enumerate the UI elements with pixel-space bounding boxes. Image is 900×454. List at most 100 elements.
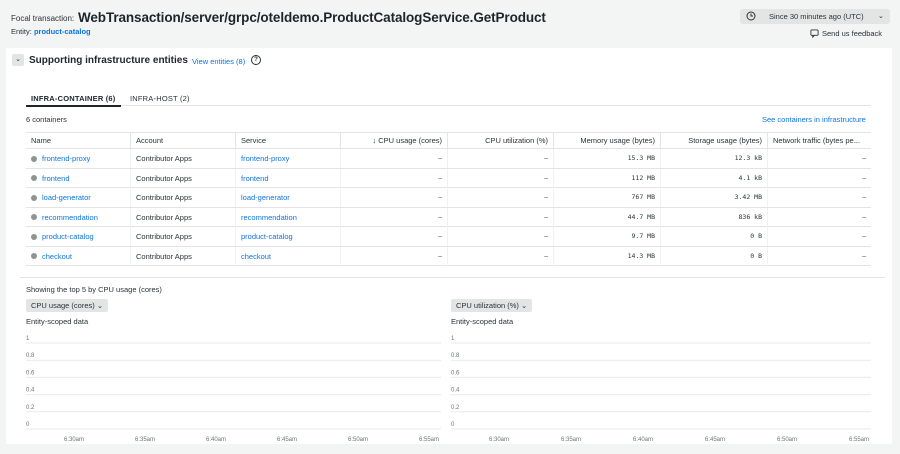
cell-service[interactable]: recommendation — [236, 207, 341, 227]
cell-value: Contributor Apps — [136, 154, 192, 163]
collapse-toggle[interactable]: ⌄ — [12, 54, 24, 66]
column-header-memory-usage[interactable]: Memory usage (bytes) — [554, 133, 661, 150]
cell-name[interactable]: frontend — [26, 168, 131, 188]
cell-cpu-usage: – — [341, 188, 448, 207]
cell-value: – — [862, 232, 866, 240]
help-icon[interactable]: ? — [251, 55, 261, 65]
table-row: frontend-proxy Contributor Apps frontend-p… — [26, 149, 871, 169]
cell-memory-usage: 767 MB — [554, 188, 661, 207]
cell-value: frontend-proxy — [42, 154, 91, 163]
y-tick-label: 0.2 — [451, 405, 460, 411]
focal-transaction-title: WebTransaction/server/grpc/oteldemo.Prod… — [78, 10, 546, 25]
cell-cpu-usage: – — [341, 246, 448, 266]
cell-value: – — [862, 173, 866, 182]
cell-value: – — [544, 173, 548, 182]
x-tick-label: 6:50am — [777, 437, 797, 443]
cell-name[interactable]: load-generator — [26, 188, 131, 207]
tab-infra-host[interactable]: INFRA-HOST (2) — [130, 94, 190, 103]
cell-value: load-generator — [241, 193, 290, 202]
see-containers-link[interactable]: See containers in infrastructure — [762, 115, 866, 124]
table-row: checkout Contributor Apps checkout – – 14.3 M… — [26, 246, 871, 266]
page-header: Focal transaction: WebTransaction/server… — [0, 0, 900, 46]
x-tick-label: 6:50am — [348, 437, 368, 443]
column-header-cpu-usage[interactable]: ↓ CPU usage (cores) — [341, 133, 448, 150]
cell-value: Contributor Apps — [136, 212, 192, 222]
metric-select-cpu-usage[interactable]: CPU usage (cores) ⌄ — [26, 299, 109, 312]
chart-cpu-utilization: CPU utilization (%) ⌄ Entity-scoped data… — [451, 299, 871, 449]
cell-value: checkout — [42, 251, 73, 261]
chart-scope-label: Entity-scoped data — [26, 317, 89, 326]
cell-memory-usage: 44.7 MB — [554, 207, 661, 227]
cell-value: – — [438, 232, 442, 240]
cell-value: frontend — [42, 173, 70, 183]
cell-account: Contributor Apps — [131, 246, 236, 266]
clock-icon — [746, 11, 756, 21]
view-entities-link[interactable]: View entities (8) — [192, 57, 246, 66]
cell-value: – — [544, 232, 548, 240]
cell-service[interactable]: frontend — [236, 168, 341, 188]
cell-name[interactable]: product-catalog — [26, 227, 131, 246]
time-range-label: Since 30 minutes ago (UTC) — [769, 12, 864, 21]
send-feedback-button[interactable]: Send us feedback — [810, 29, 882, 38]
column-header-account[interactable]: Account — [131, 133, 236, 150]
chart-scope-label: Entity-scoped data — [451, 317, 514, 326]
y-tick-label: 0.8 — [26, 353, 35, 359]
cell-storage-usage: 4.1 kB — [661, 168, 768, 188]
cell-name[interactable]: checkout — [26, 246, 131, 266]
cell-value: – — [862, 193, 866, 201]
column-header-name[interactable]: Name — [26, 133, 131, 150]
section-title: Supporting infrastructure entities — [29, 55, 188, 66]
cell-name[interactable]: recommendation — [26, 207, 131, 227]
table-row: recommendation Contributor Apps recommenda… — [26, 207, 871, 227]
cell-value: – — [438, 251, 442, 260]
cell-value: 0 B — [750, 251, 762, 260]
column-header-service[interactable]: Service — [236, 133, 341, 150]
cell-network-traffic: – — [768, 188, 871, 207]
status-dot-icon — [31, 253, 37, 259]
cell-network-traffic: – — [768, 227, 871, 246]
cell-service[interactable]: frontend-proxy — [236, 149, 341, 168]
cell-value: 112 MB — [631, 173, 655, 182]
cell-value: Contributor Apps — [136, 173, 192, 183]
cell-value: – — [438, 193, 442, 201]
chevron-down-icon: ⌄ — [15, 56, 21, 63]
x-tick-label: 6:55am — [849, 437, 869, 443]
x-tick-label: 6:30am — [489, 437, 509, 443]
cell-value: recommendation — [42, 212, 98, 222]
cell-value: checkout — [241, 251, 272, 261]
table-body: frontend-proxy Contributor Apps frontend-p… — [26, 149, 871, 266]
entity-link[interactable]: product-catalog — [33, 27, 91, 36]
cell-value: 836 kB — [738, 212, 762, 221]
cell-service[interactable]: checkout — [236, 246, 341, 266]
cell-service[interactable]: load-generator — [236, 188, 341, 207]
cell-value: product-catalog — [241, 232, 293, 241]
column-header-network-traffic[interactable]: Network traffic (bytes pe... — [773, 136, 860, 145]
cell-cpu-utilization: – — [448, 149, 554, 168]
y-tick-label: 0.6 — [451, 370, 460, 376]
y-tick-label: 0.4 — [451, 388, 460, 394]
cell-service[interactable]: product-catalog — [236, 227, 341, 246]
cell-value: Contributor Apps — [136, 232, 192, 241]
x-tick-label: 6:55am — [419, 437, 439, 443]
chart-cpu-usage: CPU usage (cores) ⌄ Entity-scoped data 1… — [26, 299, 446, 449]
x-tick-label: 6:45am — [705, 437, 725, 443]
cell-network-traffic: – — [768, 169, 871, 188]
cell-name[interactable]: frontend-proxy — [26, 149, 131, 168]
y-tick-label: 0 — [451, 422, 455, 428]
time-range-picker[interactable]: Since 30 minutes ago (UTC) ⌄ — [740, 9, 890, 24]
chevron-down-icon: ⌄ — [878, 13, 884, 20]
metric-select-cpu-utilization[interactable]: CPU utilization (%) ⌄ — [451, 299, 533, 312]
cell-account: Contributor Apps — [131, 227, 236, 246]
entity-tabs: INFRA-CONTAINER (6) INFRA-HOST (2) — [26, 90, 871, 107]
tab-infra-container[interactable]: INFRA-CONTAINER (6) — [31, 94, 116, 103]
column-header-cpu-utilization[interactable]: CPU utilization (%) — [448, 133, 554, 150]
cell-network-traffic: – — [768, 208, 871, 227]
cell-storage-usage: 12.3 kB — [661, 149, 768, 168]
cell-value: 14.3 MB — [627, 251, 655, 260]
cell-cpu-usage: – — [341, 207, 448, 227]
entity-line: Entity: product-catalog — [11, 27, 91, 36]
status-dot-icon — [31, 175, 37, 181]
column-header-storage-usage[interactable]: Storage usage (bytes) — [661, 133, 768, 150]
y-tick-label: 1 — [26, 336, 30, 342]
chart-plot-cpu-usage: 1 0.8 0.6 0.4 0.2 0 6:30am 6:35am 6:40am 6:45am 6:… — [26, 336, 441, 443]
